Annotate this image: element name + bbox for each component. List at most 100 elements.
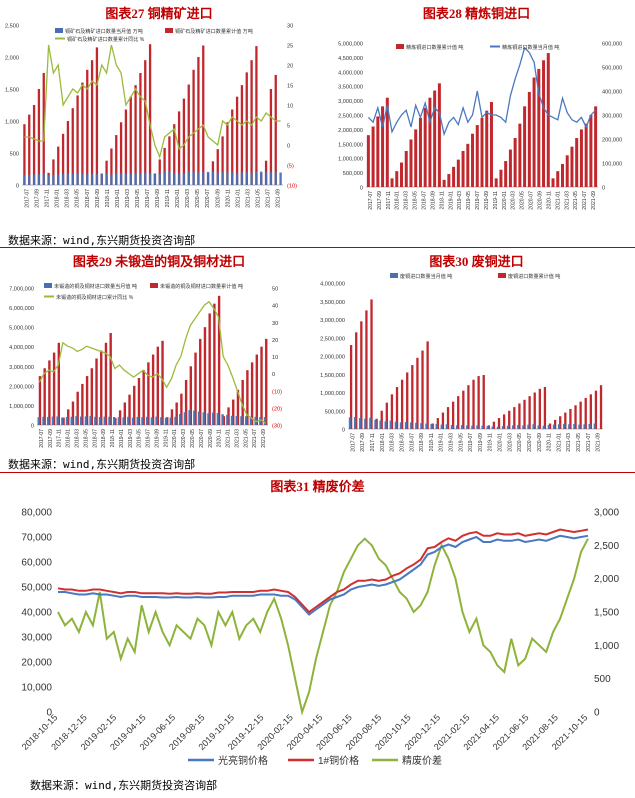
x-tick-label: 2017-07 — [39, 429, 45, 448]
cumulative-bar — [265, 338, 268, 425]
legend-label: 未锻造的铜及铜材进口累计同比 % — [56, 294, 134, 301]
x-tick-label: 2018-03 — [390, 433, 396, 452]
cumulative-bar — [355, 332, 358, 429]
monthly-bar — [188, 410, 191, 425]
monthly-bar — [440, 424, 443, 429]
x-tick-label: 2019-11 — [493, 191, 499, 209]
cumulative-bar — [274, 74, 277, 185]
x-tick-label: 2017-09 — [377, 191, 383, 210]
legend-label: 铜矿石及精矿进口数量当月值 万吨 — [65, 28, 143, 35]
cumulative-bar — [499, 169, 503, 187]
cumulative-bar — [137, 378, 141, 425]
cumulative-bar — [533, 392, 536, 429]
monthly-bar — [466, 425, 469, 429]
monthly-bar — [211, 171, 215, 185]
cumulative-bar — [61, 133, 65, 185]
monthly-bar — [527, 424, 530, 429]
x-tick-label: 2019-11 — [165, 189, 171, 207]
monthly-bar — [269, 172, 273, 185]
monthly-bar — [501, 426, 505, 429]
monthly-bar — [76, 173, 79, 185]
monthly-bar — [129, 174, 132, 185]
left-tick-label: 1,000 — [5, 120, 19, 126]
monthly-bar — [42, 416, 45, 425]
x-tick-label: 2020-09 — [215, 189, 221, 208]
monthly-bar — [197, 411, 201, 425]
cumulative-bar — [381, 106, 385, 187]
x-tick-label: 2019-09 — [478, 433, 484, 452]
cumulative-bar — [594, 390, 598, 429]
monthly-bar — [404, 422, 408, 429]
x-tick-label: 2020-07 — [529, 191, 535, 210]
left-tick-label: 0 — [31, 424, 34, 430]
panel-unwrought-copper: 图表29 未锻造的铜及铜材进口 0 1,000,000 2,000,000 3,000… — [0, 249, 318, 474]
cumulative-bar — [523, 106, 527, 187]
x-tick-label: 2019-03 — [449, 433, 455, 452]
x-tick-label: 2021-07 — [582, 191, 588, 210]
cumulative-bar — [245, 72, 248, 185]
spread-line — [57, 537, 589, 716]
cumulative-bar — [406, 372, 409, 429]
cumulative-bar — [203, 327, 207, 425]
right-tick-label: 2,500 — [594, 541, 619, 552]
cumulative-bar — [395, 171, 399, 187]
cumulative-bar — [180, 393, 183, 425]
monthly-bar — [260, 171, 263, 185]
x-tick-label: 2021-03 — [245, 189, 251, 208]
cumulative-bar — [518, 403, 521, 429]
right-tick-label: 0 — [272, 372, 275, 378]
cumulative-bar — [380, 410, 383, 429]
panel-refined-copper: 图表28 精炼铜进口 0 500,000 1,000,000 1,500,000 2,0… — [318, 0, 635, 250]
monthly-bar — [158, 173, 161, 185]
x-tick-label: 2018-11 — [110, 429, 116, 447]
chart-title-28: 图表28 精炼铜进口 — [422, 6, 531, 21]
left-tick-label: 1,000,000 — [320, 391, 345, 397]
x-tick-label: 2020-07 — [527, 433, 533, 452]
cumulative-bar — [156, 346, 160, 425]
chart-title-27: 图表27 铜精矿进口 — [105, 6, 213, 21]
cumulative-bar — [414, 129, 418, 187]
right-tick-label: 200,000 — [602, 138, 622, 144]
monthly-bar — [522, 425, 525, 429]
cumulative-bar — [551, 178, 555, 187]
monthly-bar — [593, 423, 596, 429]
cumulative-bar — [71, 108, 74, 185]
cumulative-bar — [250, 60, 253, 186]
cumulative-bar — [416, 357, 419, 429]
left-tick-label: 4,000,000 — [9, 345, 34, 351]
cumulative-bar — [182, 98, 186, 185]
monthly-bar — [249, 416, 253, 425]
x-tick-label: 2018-07 — [422, 191, 428, 210]
x-tick-label: 2021-03 — [564, 191, 570, 210]
cumulative-bar — [527, 91, 531, 187]
right-tick-label: 15 — [287, 84, 293, 90]
cumulative-bar — [197, 57, 200, 185]
x-tick-label: 2019-01 — [448, 191, 454, 210]
monthly-bar — [81, 174, 84, 185]
left-tick-label: 1,500,000 — [338, 142, 363, 148]
x-tick-label: 2021-05 — [576, 433, 582, 452]
monthly-bar — [369, 417, 372, 429]
cumulative-bar — [475, 125, 479, 187]
cumulative-bar — [37, 89, 41, 185]
monthly-bar — [471, 425, 474, 429]
left-tick-label: 10,000 — [21, 683, 52, 694]
left-tick-label: 0 — [46, 708, 52, 719]
cumulative-bar — [187, 84, 190, 185]
monthly-bar — [56, 416, 59, 425]
cumulative-bar — [255, 354, 259, 425]
x-tick-label: 2021-07 — [252, 429, 258, 448]
monthly-bar — [136, 416, 139, 425]
left-tick-label: 3,000,000 — [9, 365, 34, 371]
monthly-bar — [221, 172, 224, 185]
data-source-1: 数据来源：wind,东兴期货投资咨询部 — [8, 234, 196, 247]
cumulative-bar — [123, 402, 127, 425]
cumulative-bar — [502, 414, 506, 429]
right-tick-label: 10 — [287, 104, 293, 110]
right-tick-label: 40 — [272, 304, 278, 310]
monthly-bar — [420, 423, 423, 429]
monthly-bar — [168, 171, 171, 185]
cumulative-bar — [553, 419, 557, 429]
x-tick-label: 2018-11 — [429, 433, 435, 451]
monthly-bar — [134, 173, 137, 185]
